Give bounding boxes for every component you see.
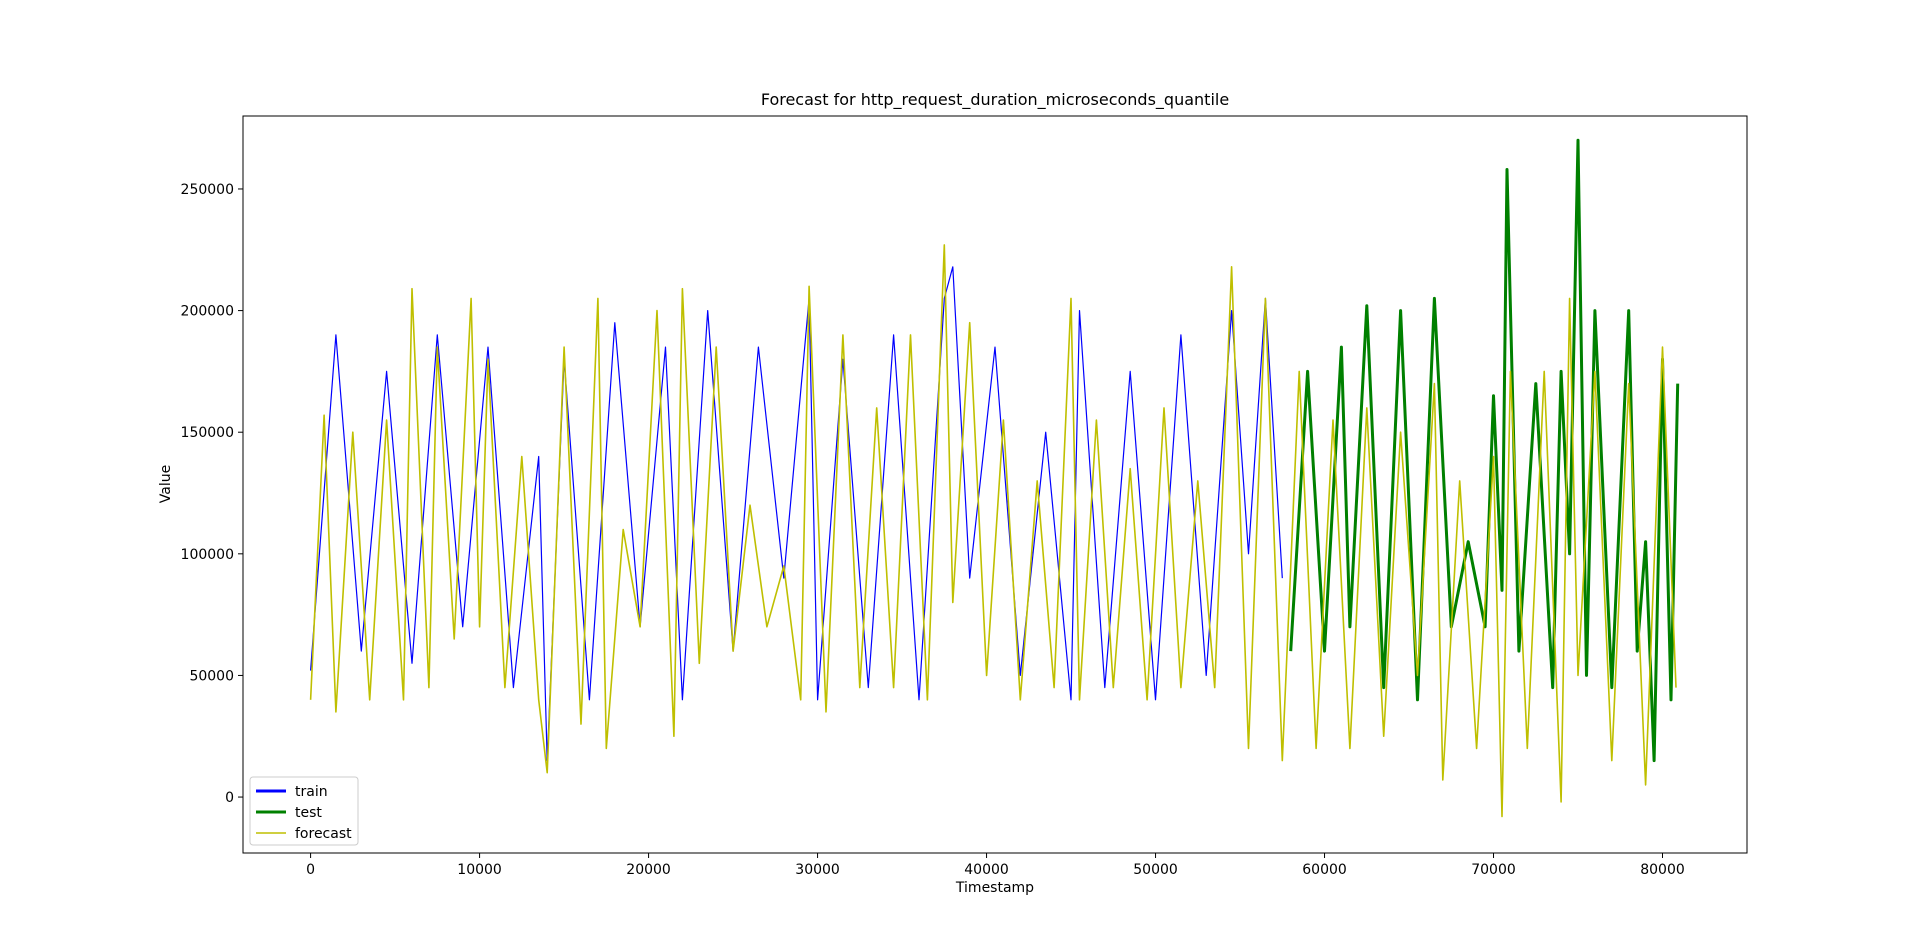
legend-label-test: test [295,805,322,821]
series-line-test [1289,138,1680,763]
x-tick-label: 20000 [626,862,671,878]
x-axis-label: Timestamp [955,880,1034,896]
y-tick-label: 150000 [181,425,234,441]
series-line-forecast [309,244,1677,818]
x-tick-label: 0 [306,862,315,878]
chart-title: Forecast for http_request_duration_micro… [761,90,1229,110]
legend-label-forecast: forecast [295,826,352,842]
y-tick-label: 50000 [189,668,234,684]
y-tick-label: 100000 [181,547,234,563]
legend: train test forecast [249,776,359,846]
plot-frame [242,115,1748,854]
y-tick-label: 250000 [181,182,234,198]
plot-area [243,116,1747,853]
x-tick-label: 80000 [1640,862,1685,878]
legend-box [249,776,359,846]
x-tick-label: 70000 [1471,862,1516,878]
series-layer [309,138,1680,818]
y-axis-ticks: 0 50000 100000 150000 200000 250000 [181,182,243,806]
y-axis-label: Value [158,465,174,503]
x-tick-label: 30000 [795,862,840,878]
y-tick-label: 200000 [181,304,234,320]
series-line-train [310,266,1283,762]
legend-items: train test forecast [256,784,352,842]
x-axis-ticks: 0 10000 20000 30000 40000 50000 60000 70000 8000… [306,853,1685,878]
legend-label-train: train [295,784,328,800]
x-tick-label: 60000 [1302,862,1347,878]
y-tick-label: 0 [225,790,234,806]
x-tick-label: 50000 [1133,862,1178,878]
x-tick-label: 10000 [457,862,502,878]
x-tick-label: 40000 [964,862,1009,878]
